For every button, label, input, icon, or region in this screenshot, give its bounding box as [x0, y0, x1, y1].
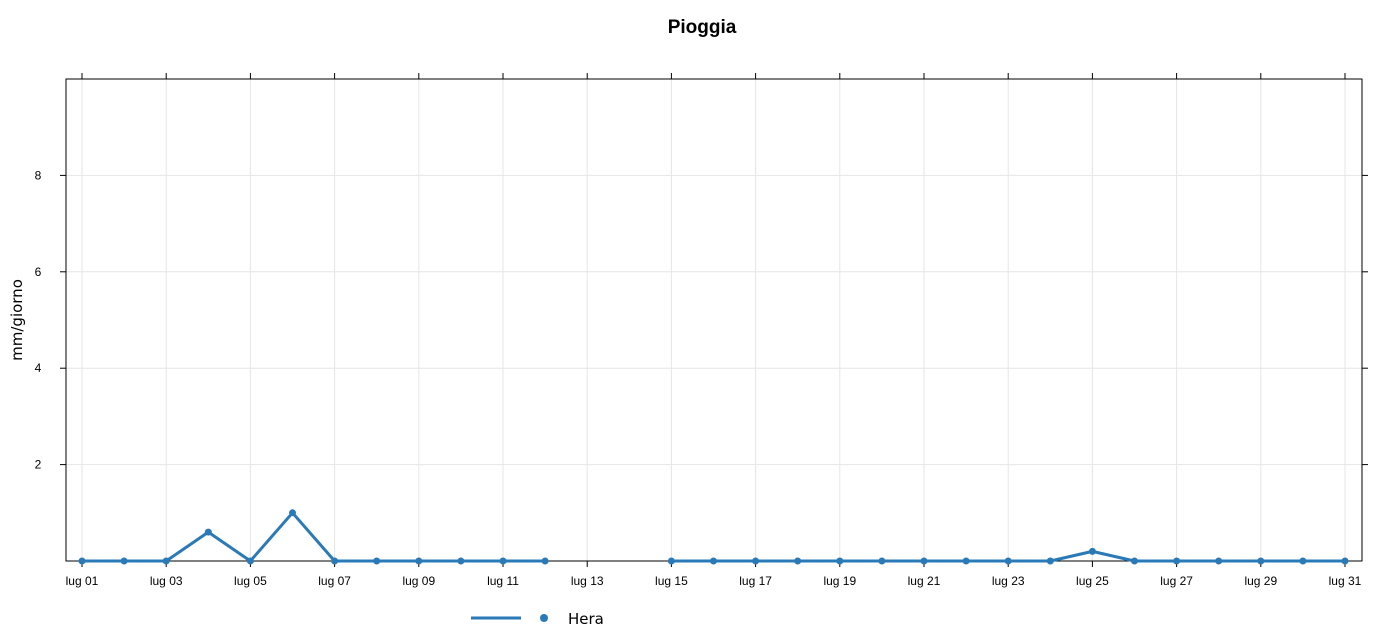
data-point: [331, 557, 339, 565]
x-tick-label: lug 25: [1076, 574, 1109, 588]
legend-point-swatch: [540, 614, 548, 622]
y-tick-label: 4: [35, 361, 42, 375]
data-point: [667, 557, 675, 565]
data-point: [204, 528, 212, 536]
data-point: [1299, 557, 1307, 565]
data-point: [1004, 557, 1012, 565]
data-point: [1046, 557, 1054, 565]
data-point: [920, 557, 928, 565]
data-point: [415, 557, 423, 565]
x-tick-label: lug 09: [402, 574, 435, 588]
data-point: [373, 557, 381, 565]
data-point: [246, 557, 254, 565]
data-point: [1173, 557, 1181, 565]
data-point: [499, 557, 507, 565]
data-point: [1088, 547, 1096, 555]
data-point: [752, 557, 760, 565]
grid-lines: [66, 79, 1362, 561]
data-point: [1257, 557, 1265, 565]
data-point: [162, 557, 170, 565]
data-point: [1341, 557, 1349, 565]
x-tick-label: lug 11: [487, 574, 519, 588]
chart-title: Pioggia: [668, 17, 737, 38]
y-axis-label: mm/giorno: [8, 279, 26, 361]
x-tick-label: lug 23: [992, 574, 1025, 588]
data-point: [878, 557, 886, 565]
x-tick-label: lug 31: [1329, 574, 1362, 588]
y-tick-label: 2: [35, 458, 42, 472]
data-point: [962, 557, 970, 565]
y-tick-label: 6: [35, 265, 42, 279]
data-point: [120, 557, 128, 565]
x-tick-label: lug 05: [234, 574, 267, 588]
data-point: [836, 557, 844, 565]
x-tick-label: lug 27: [1160, 574, 1193, 588]
x-tick-label: lug 29: [1244, 574, 1277, 588]
data-point: [1131, 557, 1138, 565]
axes: lug 01 lug 03 lug 05 lug 07 lug 09 lug 11 lug …: [35, 73, 1368, 588]
x-tick-label: lug 13: [571, 574, 604, 588]
y-tick-label: 8: [35, 168, 42, 182]
data-point: [1215, 557, 1223, 565]
x-tick-label: lug 07: [318, 574, 351, 588]
x-tick-label: lug 01: [66, 574, 99, 588]
series-layer: [78, 509, 1349, 565]
x-tick-label: lug 19: [823, 574, 856, 588]
data-point: [457, 557, 465, 565]
data-point: [78, 557, 86, 565]
x-tick-label: lug 03: [150, 574, 183, 588]
data-point: [710, 557, 717, 565]
data-point: [794, 557, 802, 565]
legend: Hera: [471, 610, 604, 628]
data-point: [541, 557, 549, 565]
x-tick-label: lug 17: [739, 574, 772, 588]
plot-frame: [65, 78, 1363, 562]
x-tick-label: lug 15: [655, 574, 688, 588]
data-point: [289, 509, 296, 517]
legend-label-hera: Hera: [568, 610, 604, 628]
series-line-hera: [82, 511, 546, 563]
x-tick-label: lug 21: [908, 574, 941, 588]
